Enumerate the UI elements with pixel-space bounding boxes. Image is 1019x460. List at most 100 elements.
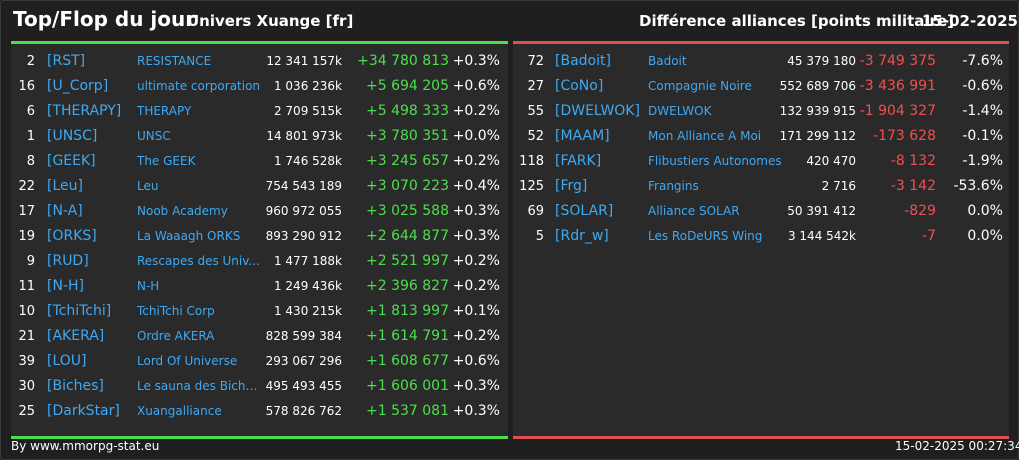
alliance-points: 893 290 912 (265, 229, 342, 243)
alliance-diff: +1 614 791 (366, 328, 449, 344)
alliance-name-link[interactable]: Les RoDeURS Wing (648, 229, 763, 243)
alliance-name-link[interactable]: Noob Academy (137, 204, 228, 218)
alliance-tag-link[interactable]: [DWELWOK] (555, 103, 640, 119)
alliance-diff: +2 396 827 (366, 278, 449, 294)
alliance-name-link[interactable]: Badoit (648, 54, 687, 68)
alliance-tag-link[interactable]: [Biches] (47, 378, 104, 394)
alliance-percent: +0.2% (452, 103, 500, 119)
alliance-tag-link[interactable]: [Badoit] (555, 53, 611, 69)
alliance-name-link[interactable]: The GEEK (137, 154, 196, 168)
alliance-name-link[interactable]: Lord Of Universe (137, 354, 238, 368)
alliance-points: 2 716 (821, 179, 856, 193)
alliance-tag-link[interactable]: [U_Corp] (47, 78, 109, 94)
alliance-tag-link[interactable]: [MAAM] (555, 128, 610, 144)
top-row: 19 [ORKS] La Waaagh ORKS 893 290 912 +2 644 … (11, 224, 508, 249)
alliance-name-link[interactable]: Compagnie Noire (648, 79, 752, 93)
flop-row: 72 [Badoit] Badoit 45 379 180 -3 749 375 -7.6… (513, 49, 1009, 74)
alliance-percent: -53.6% (953, 178, 1003, 194)
alliance-tag-link[interactable]: [N-H] (47, 278, 84, 294)
alliance-tag-link[interactable]: [N-A] (47, 203, 83, 219)
alliance-tag-link[interactable]: [THERAPY] (47, 103, 122, 119)
alliance-name-link[interactable]: THERAPY (137, 104, 192, 118)
top-row: 22 [Leu] Leu 754 543 189 +3 070 223 +0.4% (11, 174, 508, 199)
alliance-tag-link[interactable]: [SOLAR] (555, 203, 614, 219)
alliance-name-link[interactable]: ultimate corporation (137, 79, 261, 93)
alliance-name-link[interactable]: Mon Alliance A Moi (648, 129, 762, 143)
alliance-points: 578 826 762 (265, 404, 342, 418)
alliance-rank: 11 (18, 279, 35, 294)
alliance-percent: -1.4% (962, 103, 1003, 119)
alliance-rank: 118 (519, 154, 544, 169)
alliance-name-link[interactable]: Rescapes des Univ... (137, 254, 260, 268)
alliance-percent: +0.3% (452, 53, 500, 69)
alliance-tag-link[interactable]: [FARK] (555, 153, 602, 169)
alliance-points: 293 067 296 (265, 354, 342, 368)
top-row: 21 [AKERA] Ordre AKERA 828 599 384 +1 614 79… (11, 324, 508, 349)
alliance-name-link[interactable]: Xuangalliance (137, 404, 222, 418)
alliance-name-link[interactable]: Flibustiers Autonomes (648, 154, 782, 168)
alliance-tag-link[interactable]: [RST] (47, 53, 86, 69)
alliance-rank: 8 (26, 154, 35, 169)
alliance-diff: -1 904 327 (859, 103, 936, 119)
alliance-tag-link[interactable]: [TchiTchi] (47, 303, 112, 319)
alliance-diff: +3 245 657 (366, 153, 449, 169)
alliance-percent: -0.6% (962, 78, 1003, 94)
top-row: 9 [RUD] Rescapes des Univ... 1 477 188k +2 5… (11, 249, 508, 274)
alliance-tag-link[interactable]: [ORKS] (47, 228, 97, 244)
alliance-percent: 0.0% (967, 228, 1003, 244)
alliance-points: 3 144 542k (787, 229, 856, 243)
alliance-points: 495 493 455 (265, 379, 342, 393)
alliance-diff: +1 608 677 (366, 353, 449, 369)
alliance-points: 1 036 236k (273, 79, 342, 93)
alliance-tag-link[interactable]: [CoNo] (555, 78, 604, 94)
alliance-name-link[interactable]: Le sauna des Biche... (137, 379, 262, 393)
alliance-points: 1 430 215k (273, 304, 342, 318)
alliance-rank: 2 (26, 54, 35, 69)
top-row: 25 [DarkStar] Xuangalliance 578 826 762 +1 5… (11, 399, 508, 424)
top-row: 16 [U_Corp] ultimate corporation 1 036 236k… (11, 74, 508, 99)
alliance-name-link[interactable]: UNSC (137, 129, 171, 143)
alliance-diff: -829 (904, 203, 936, 219)
alliance-percent: +0.4% (452, 178, 500, 194)
alliance-name-link[interactable]: RESISTANCE (137, 54, 212, 68)
alliance-name-link[interactable]: Alliance SOLAR (648, 204, 740, 218)
alliance-name-link[interactable]: Ordre AKERA (137, 329, 215, 343)
alliance-tag-link[interactable]: [AKERA] (47, 328, 105, 344)
alliance-tag-link[interactable]: [Leu] (47, 178, 83, 194)
top-row: 1 [UNSC] UNSC 14 801 973k +3 780 351 +0.0% (11, 124, 508, 149)
alliance-diff: +1 537 081 (366, 403, 449, 419)
alliance-tag-link[interactable]: [GEEK] (47, 153, 96, 169)
alliance-tag-link[interactable]: [UNSC] (47, 128, 98, 144)
alliance-percent: -1.9% (962, 153, 1003, 169)
top-row: 30 [Biches] Le sauna des Biche... 495 493 4… (11, 374, 508, 399)
alliance-percent: +0.1% (452, 303, 500, 319)
alliance-tag-link[interactable]: [Frg] (555, 178, 588, 194)
alliance-name-link[interactable]: La Waaagh ORKS (137, 229, 241, 243)
alliance-name-link[interactable]: DWELWOK (648, 104, 712, 118)
top-row: 11 [N-H] N-H 1 249 436k +2 396 827 +0.2% (11, 274, 508, 299)
alliance-rank: 6 (26, 104, 35, 119)
alliance-name-link[interactable]: N-H (137, 279, 160, 293)
alliance-percent: +0.3% (452, 378, 500, 394)
alliance-tag-link[interactable]: [LOU] (47, 353, 87, 369)
alliance-percent: +0.3% (452, 403, 500, 419)
report-date: 15-02-2025 (922, 12, 1018, 30)
flop-row: 125 [Frg] Frangins 2 716 -3 142 -53.6% (513, 174, 1009, 199)
alliance-tag-link[interactable]: [Rdr_w] (555, 228, 609, 244)
alliance-name-link[interactable]: TchiTchi Corp (137, 304, 215, 318)
footer-source: By www.mmorpg-stat.eu (11, 439, 160, 453)
alliance-diff: -7 (922, 228, 936, 244)
flop-row: 27 [CoNo] Compagnie Noire 552 689 706 -3 436… (513, 74, 1009, 99)
alliance-diff: +3 070 223 (366, 178, 449, 194)
alliance-diff: -3 749 375 (859, 53, 936, 69)
alliance-diff: -3 436 991 (859, 78, 936, 94)
alliance-tag-link[interactable]: [RUD] (47, 253, 89, 269)
alliance-name-link[interactable]: Frangins (648, 179, 699, 193)
alliance-tag-link[interactable]: [DarkStar] (47, 403, 120, 419)
alliance-rank: 10 (18, 304, 35, 319)
alliance-points: 1 746 528k (273, 154, 342, 168)
alliance-name-link[interactable]: Leu (137, 179, 159, 193)
alliance-points: 12 341 157k (266, 54, 342, 68)
alliance-rank: 55 (527, 104, 544, 119)
